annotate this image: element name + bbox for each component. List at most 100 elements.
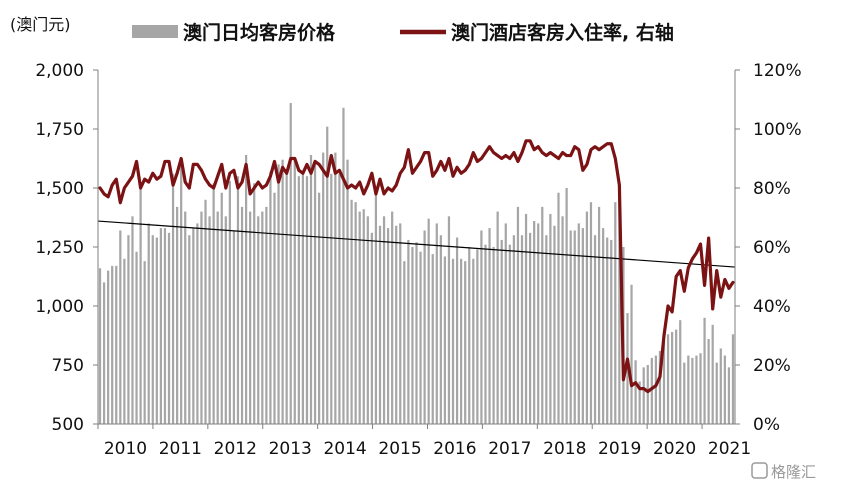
x-tick-label: 2013 [269, 439, 312, 459]
x-tick-label: 2019 [598, 439, 641, 459]
bar [476, 249, 479, 424]
bar [638, 381, 641, 424]
bar [196, 223, 199, 424]
bar [273, 192, 276, 424]
bar [407, 239, 410, 424]
bar [695, 355, 698, 424]
bar [630, 284, 633, 424]
bar [102, 282, 106, 424]
bar [528, 232, 532, 424]
bar [350, 199, 353, 424]
bar [119, 230, 122, 424]
bar [127, 235, 130, 424]
bar [269, 171, 272, 424]
bar [484, 244, 487, 424]
bar [107, 270, 110, 424]
bar [159, 228, 162, 424]
right-tick-label: 20% [753, 356, 791, 376]
bar [281, 159, 284, 424]
legend: 澳门日均客房价格 澳门酒店客房入住率, 右轴 [132, 21, 674, 44]
left-axis: 500 750 1,000 1,250 1,500 1,750 2,000 [35, 61, 98, 435]
left-tick-label: 1,250 [35, 238, 84, 258]
bar [249, 211, 252, 424]
bar [443, 256, 447, 424]
bar [155, 237, 158, 424]
bar [691, 357, 694, 424]
bar [602, 228, 605, 424]
bar [723, 355, 726, 424]
bar [468, 247, 471, 424]
bar [675, 329, 678, 424]
bar [464, 261, 467, 424]
bar [366, 216, 369, 424]
bar [447, 216, 451, 424]
bar [318, 192, 321, 424]
bar [293, 159, 296, 424]
bar [658, 350, 662, 424]
bar [719, 348, 722, 424]
bar [151, 235, 154, 424]
left-tick-label: 1,000 [35, 297, 84, 317]
bar [240, 206, 244, 424]
bar [683, 362, 686, 424]
bar [703, 317, 706, 424]
bar [236, 176, 240, 424]
bar [285, 169, 288, 424]
bar [180, 164, 183, 424]
watermark-text: 格隆汇 [771, 463, 816, 481]
bar [301, 173, 305, 424]
bar [589, 202, 593, 424]
right-tick-label: 0% [753, 415, 780, 435]
bar [512, 235, 515, 424]
occupancy-line [98, 139, 735, 394]
bar [549, 213, 552, 424]
bar [504, 223, 507, 424]
bar [419, 251, 422, 424]
bar [123, 258, 126, 424]
bar [253, 183, 256, 424]
bar [662, 341, 666, 424]
bar [460, 258, 463, 424]
bar [508, 244, 511, 424]
bar [143, 261, 146, 424]
bar [200, 211, 203, 424]
bar [679, 320, 682, 424]
bar [98, 268, 102, 424]
left-axis-unit: (澳门元) [10, 15, 71, 34]
right-tick-label: 60% [753, 238, 791, 258]
bar [313, 164, 317, 424]
bar [326, 126, 329, 424]
trendline-path [97, 220, 736, 268]
bar [184, 211, 187, 424]
bar [573, 230, 576, 424]
bar [492, 247, 495, 424]
x-tick-label: 2020 [653, 439, 696, 459]
bar [699, 353, 702, 424]
bar [208, 216, 211, 424]
bar [386, 228, 390, 424]
bar [537, 223, 540, 424]
bar [354, 202, 357, 424]
bar-series [98, 103, 735, 424]
x-tick-label: 2018 [543, 439, 586, 459]
bar [581, 228, 584, 424]
bar [500, 239, 503, 424]
bar [261, 211, 264, 424]
bar [188, 235, 191, 424]
right-tick-label: 120% [753, 61, 802, 81]
bar [395, 225, 398, 424]
bar [565, 188, 568, 424]
bar [135, 251, 138, 424]
bar [115, 265, 118, 424]
bar [516, 206, 520, 424]
left-tick-label: 2,000 [35, 61, 84, 81]
bar [244, 154, 248, 424]
bar [309, 154, 313, 424]
bar [585, 211, 589, 424]
bar [111, 265, 114, 424]
bar [358, 211, 361, 424]
line-series [98, 139, 735, 394]
bar [232, 230, 236, 424]
bar [411, 247, 414, 424]
